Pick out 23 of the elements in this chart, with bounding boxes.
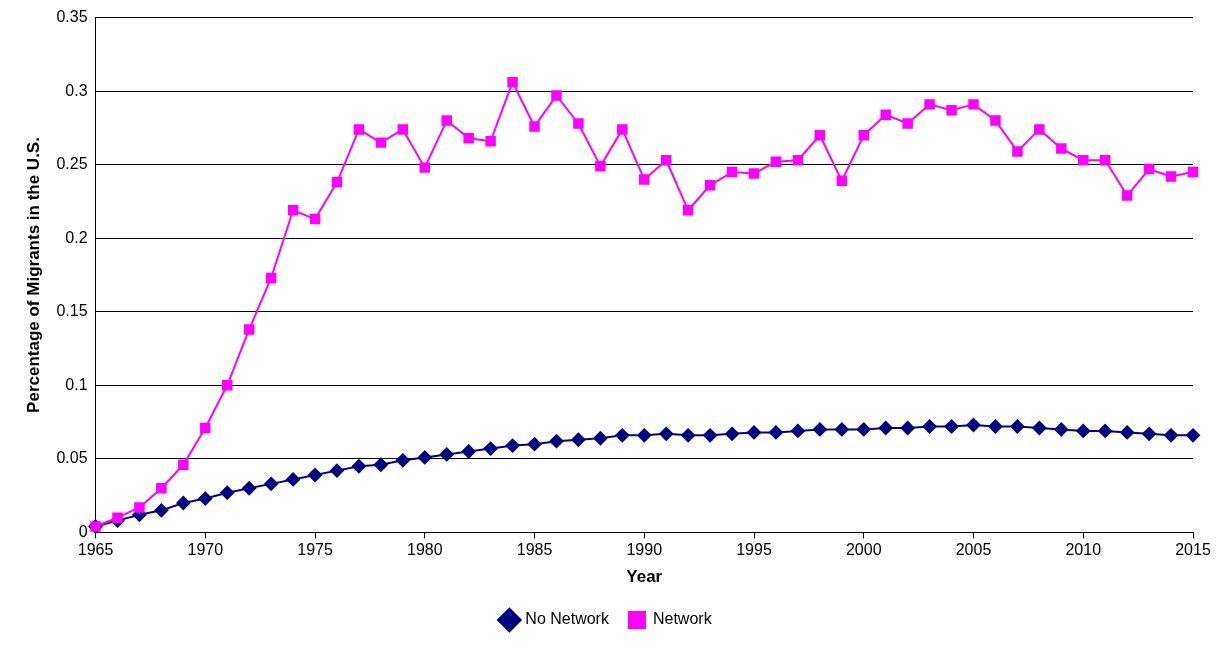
y-tick-label: 0.35 (56, 8, 88, 26)
legend-label: No Network (525, 610, 610, 628)
y-tick-label: 0.2 (65, 228, 88, 246)
x-tick-label: 1990 (626, 541, 663, 559)
y-tick-label: 0.05 (56, 449, 88, 467)
y-tick-label: 0.3 (65, 81, 88, 99)
x-tick-label: 1970 (187, 541, 224, 559)
x-tick-label: 1985 (516, 541, 553, 559)
x-axis-title: Year (626, 567, 663, 587)
x-tick-label: 2015 (1175, 541, 1211, 559)
x-tick-label: 2005 (955, 541, 992, 559)
y-tick-label: 0.15 (56, 302, 88, 320)
legend-label: Network (652, 610, 713, 628)
x-tick-label: 1980 (406, 541, 443, 559)
y-tick-label: 0 (78, 522, 88, 540)
y-axis-title: Percentage of Migrants in the U.S. (23, 137, 43, 413)
x-tick-label: 1965 (77, 541, 114, 559)
x-tick-label: 1995 (736, 541, 772, 559)
x-tick-label: 1975 (297, 541, 333, 559)
x-tick-label: 2000 (845, 541, 882, 559)
y-tick-label: 0.25 (56, 155, 88, 173)
x-tick-label: 2010 (1065, 541, 1102, 559)
y-tick-label: 0.1 (65, 375, 88, 393)
